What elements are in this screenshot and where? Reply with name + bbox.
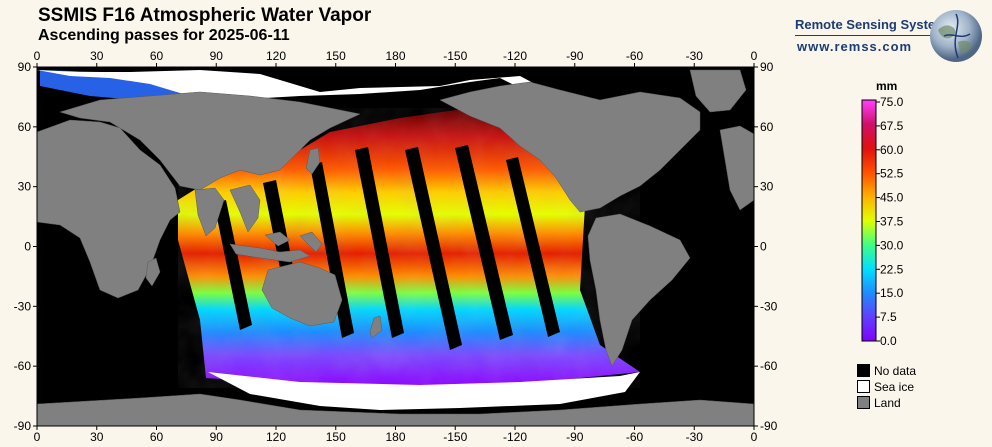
x-tick-label-top: 180 <box>385 49 405 63</box>
y-tick-label-left: 30 <box>18 180 32 194</box>
colorbar-label: 22.5 <box>880 262 904 276</box>
brand-name: Remote Sensing Systems <box>795 17 954 32</box>
x-tick-label-bottom: 30 <box>90 430 104 444</box>
sea-ice-antarctic <box>208 372 640 410</box>
colorbar-label: 0.0 <box>880 334 897 348</box>
colorbar-label: 15.0 <box>880 286 904 300</box>
colorbar-label: 52.5 <box>880 167 904 181</box>
x-tick-label-bottom: 120 <box>266 430 286 444</box>
colorbar-unit: mm <box>876 79 897 93</box>
globe-logo-icon <box>930 10 982 62</box>
x-tick-label-bottom: 60 <box>150 430 164 444</box>
x-tick-label-top: 150 <box>326 49 346 63</box>
x-tick-label-bottom: -30 <box>686 430 704 444</box>
x-tick-label-bottom: -150 <box>443 430 467 444</box>
brand-url[interactable]: www.remss.com <box>797 39 913 54</box>
colorbar-label: 45.0 <box>880 191 904 205</box>
colorbar-label: 67.5 <box>880 119 904 133</box>
x-tick-label-top: -150 <box>443 49 467 63</box>
x-tick-label-top: 60 <box>150 49 164 63</box>
y-tick-label-left: -90 <box>14 419 32 433</box>
y-tick-label-left: -30 <box>14 299 32 313</box>
x-tick-label-top: -90 <box>566 49 584 63</box>
x-tick-label-top: -120 <box>503 49 527 63</box>
x-tick-label-top: 0 <box>751 49 758 63</box>
x-tick-label-bottom: -60 <box>626 430 644 444</box>
legend-label: Sea ice <box>874 380 915 394</box>
x-tick-label-bottom: -90 <box>566 430 584 444</box>
x-tick-label-bottom: 90 <box>210 430 224 444</box>
colorbar-label: 75.0 <box>880 95 904 109</box>
legend-swatch <box>857 396 870 409</box>
land-masses <box>37 69 754 426</box>
y-tick-label-left: 0 <box>24 240 31 254</box>
map-title: SSMIS F16 Atmospheric Water Vapor <box>38 5 372 26</box>
y-tick-label-right: -60 <box>760 359 778 373</box>
legend-item: Land <box>857 396 901 410</box>
y-tick-label-right: -90 <box>760 419 778 433</box>
legend-item: No data <box>857 364 916 378</box>
y-tick-label-left: -60 <box>14 359 32 373</box>
y-tick-label-left: 60 <box>18 120 32 134</box>
x-tick-label-top: 90 <box>210 49 224 63</box>
x-tick-label-top: -60 <box>626 49 644 63</box>
x-tick-label-top: 120 <box>266 49 286 63</box>
x-tick-label-top: 30 <box>90 49 104 63</box>
colorbar-label: 60.0 <box>880 143 904 157</box>
legend-label: Land <box>874 396 901 410</box>
y-tick-label-right: 30 <box>760 180 774 194</box>
y-tick-label-right: 0 <box>760 240 767 254</box>
y-tick-label-left: 90 <box>18 60 32 74</box>
x-tick-label-bottom: 180 <box>385 430 405 444</box>
y-tick-label-right: -30 <box>760 299 778 313</box>
colorbar-label: 37.5 <box>880 215 904 229</box>
x-tick-label-bottom: 0 <box>751 430 758 444</box>
colorbar-label: 30.0 <box>880 238 904 252</box>
legend-swatch <box>857 380 870 393</box>
y-tick-label-right: 60 <box>760 120 774 134</box>
x-tick-label-bottom: -120 <box>503 430 527 444</box>
x-tick-label-bottom: 150 <box>326 430 346 444</box>
legend-label: No data <box>874 364 917 378</box>
sea-ice-arctic <box>37 70 535 100</box>
map-subtitle: Ascending passes for 2025-06-11 <box>38 27 290 44</box>
colorbar <box>861 99 877 342</box>
legend-swatch <box>857 364 870 377</box>
brand-divider <box>795 35 953 36</box>
legend-item: Sea ice <box>857 380 914 394</box>
x-tick-label-top: -30 <box>686 49 704 63</box>
x-tick-label-bottom: 0 <box>34 430 41 444</box>
colorbar-label: 7.5 <box>880 310 897 324</box>
x-tick-label-top: 0 <box>34 49 41 63</box>
y-tick-label-right: 90 <box>760 60 774 74</box>
